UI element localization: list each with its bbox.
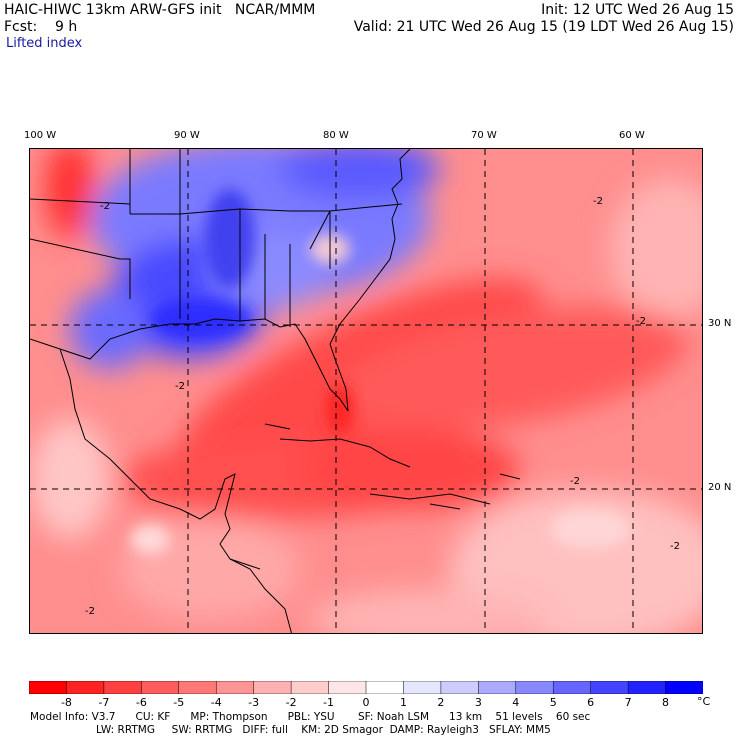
colorbar-tick-label: 5	[549, 696, 557, 709]
colorbar-tick-label: -3	[248, 696, 260, 709]
colorbar-segment	[478, 681, 517, 694]
lifted-index-map: -2 -2 -2 -2 -2 -2 -2	[29, 148, 703, 634]
colorbar-tick-label: -2	[285, 696, 297, 709]
model-info-line2: LW: RRTMG SW: RRTMG DIFF: full KM: 2D Sm…	[96, 724, 551, 736]
colorbar-segment	[215, 681, 255, 694]
colorbar-segment	[103, 681, 143, 694]
colorbar-segment	[365, 681, 405, 694]
forecast-hour: Fcst: 9 h	[4, 19, 78, 35]
colorbar-segment	[403, 681, 442, 694]
field-name: Lifted index	[6, 36, 83, 51]
colorbar-segment	[590, 681, 629, 694]
colorbar-unit: °C	[697, 695, 711, 708]
latitude-label: 20 N	[708, 482, 732, 493]
colorbar-segment	[328, 681, 367, 694]
colorbar-segment	[515, 681, 554, 694]
colorbar-segment	[627, 681, 667, 694]
colorbar-tick-label: 7	[624, 696, 632, 709]
longitude-label: 80 W	[323, 130, 349, 141]
colorbar-segment	[253, 681, 292, 694]
colorbar-segment	[440, 681, 480, 694]
graticule	[30, 149, 702, 633]
colorbar-tick-label: 2	[437, 696, 445, 709]
longitude-label: 70 W	[471, 130, 497, 141]
contour-label: -2	[100, 201, 110, 212]
colorbar-tick-label: -5	[173, 696, 185, 709]
colorbar-tick-label: -7	[98, 696, 110, 709]
colorbar-segment	[178, 681, 217, 694]
coastlines	[30, 149, 521, 633]
colorbar-tick-label: 3	[474, 696, 482, 709]
colorbar-tick-label: 0	[362, 696, 370, 709]
shaded-field	[30, 149, 702, 633]
map-canvas: -2 -2 -2 -2 -2 -2 -2	[30, 149, 702, 633]
colorbar-tick-label: -1	[323, 696, 335, 709]
longitude-label: 60 W	[619, 130, 645, 141]
colorbar-tick-label: -4	[210, 696, 222, 709]
fine-detail	[130, 189, 630, 554]
contour-label: -2	[570, 476, 580, 487]
contour-label: -2	[636, 316, 646, 327]
colorbar-tick-label: 4	[512, 696, 520, 709]
valid-time: Valid: 21 UTC Wed 26 Aug 15 (19 LDT Wed …	[353, 19, 734, 35]
contour-label: -2	[593, 196, 603, 207]
longitude-label: 100 W	[24, 130, 57, 141]
colorbar-segment	[141, 681, 180, 694]
contour-label: -2	[670, 541, 680, 552]
latitude-label: 30 N	[708, 318, 732, 329]
colorbar-segment	[66, 681, 105, 694]
contour-label: -2	[175, 381, 185, 392]
colorbar-tick-label: -8	[60, 696, 72, 709]
colorbar-tick-label: 6	[587, 696, 595, 709]
colorbar	[29, 681, 703, 694]
colorbar-segment	[29, 681, 68, 694]
colorbar-segment	[290, 681, 330, 694]
plot-title: HAIC-HIWC 13km ARW-GFS init NCAR/MMM	[4, 2, 316, 18]
model-info-line1: Model Info: V3.7 CU: KF MP: Thompson PBL…	[30, 711, 591, 723]
colorbar-segment	[552, 681, 592, 694]
init-time: Init: 12 UTC Wed 26 Aug 15	[541, 2, 734, 18]
colorbar-tick-label: -6	[135, 696, 147, 709]
colorbar-segment	[665, 681, 703, 694]
colorbar-tick-label: 8	[662, 696, 670, 709]
longitude-label: 90 W	[174, 130, 200, 141]
contour-label: -2	[85, 606, 95, 617]
colorbar-tick-label: 1	[399, 696, 407, 709]
